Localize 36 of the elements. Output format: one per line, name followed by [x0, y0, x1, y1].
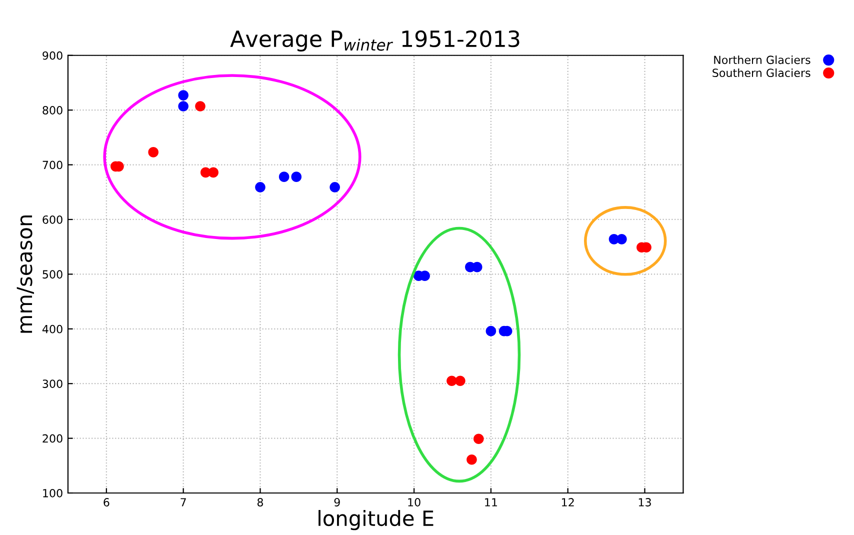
- y-tick-label: 400: [42, 324, 62, 334]
- y-tick-label: 300: [42, 380, 62, 388]
- x-tick-label: 12: [562, 498, 574, 506]
- y-tick-label: 800: [42, 106, 62, 114]
- x-tick-label: 9: [334, 498, 340, 506]
- point: [195, 101, 206, 112]
- point: [466, 454, 477, 465]
- point: [255, 182, 266, 192]
- x-tick-label: 8: [257, 498, 264, 506]
- x-tick-label: 10: [408, 498, 420, 506]
- y-tick-label: 700: [42, 160, 62, 170]
- legend-label: Northern Glaciers: [714, 55, 810, 64]
- point: [291, 172, 302, 182]
- chart-title: Average P$_{winter}$ 1951-2013: [230, 30, 520, 52]
- y-axis-title: mm/season: [16, 216, 34, 333]
- x-tick-label: 7: [180, 498, 186, 506]
- point: [330, 182, 340, 192]
- point: [278, 172, 290, 182]
- point: [473, 434, 484, 444]
- y-tick-label: 500: [42, 270, 62, 279]
- y-tick-label: 900: [42, 51, 62, 60]
- y-tick-label: 100: [43, 488, 62, 498]
- x-tick-label: 13: [638, 498, 651, 506]
- point: [178, 101, 188, 112]
- x-axis-title: longitude E: [318, 510, 434, 530]
- point: [178, 90, 188, 100]
- point: [616, 234, 627, 244]
- point: [486, 326, 496, 336]
- y-tick-label: 200: [42, 434, 62, 443]
- x-tick-label: 6: [104, 498, 110, 506]
- x-tick-label: 11: [485, 498, 497, 506]
- point: [208, 167, 218, 178]
- point: [148, 147, 158, 158]
- point: [455, 376, 466, 386]
- y-tick-label: 600: [42, 215, 62, 224]
- legend-label: Southern Glaciers: [712, 68, 810, 78]
